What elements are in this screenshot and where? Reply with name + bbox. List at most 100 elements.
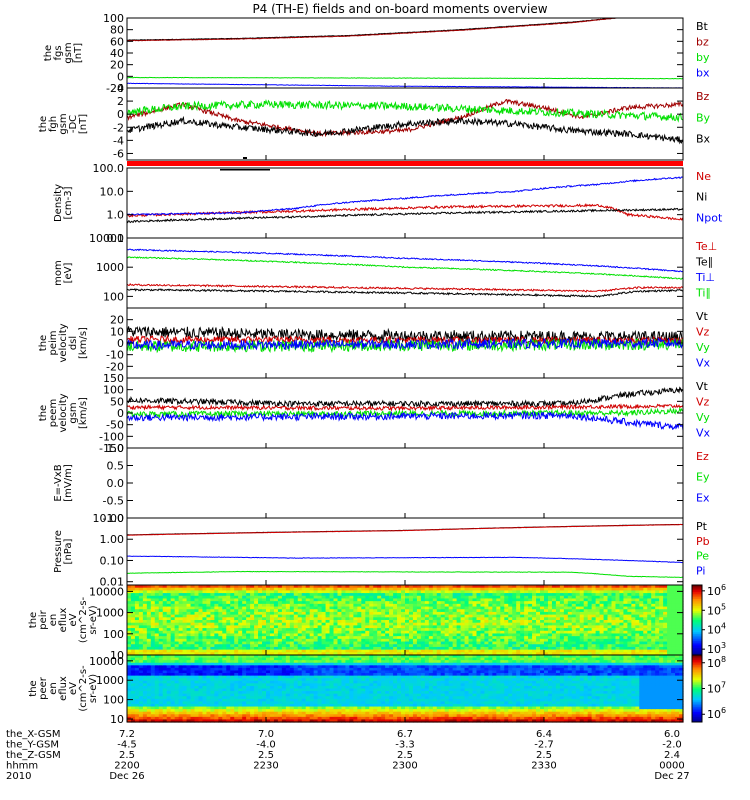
- spectrogram-cell: [452, 617, 458, 621]
- spectrogram-cell: [238, 657, 243, 661]
- spectrogram-cell: [210, 685, 215, 690]
- legend-by: by: [696, 51, 710, 64]
- spectrogram-cell: [615, 622, 621, 626]
- spectrogram-cell: [333, 652, 339, 656]
- y-axis-label: peir: [38, 609, 49, 629]
- spectrogram-cell: [555, 595, 561, 600]
- y-tick-label: 100: [103, 290, 124, 303]
- spectrogram-cell: [500, 598, 505, 602]
- spectrogram-cell: [405, 606, 410, 610]
- spectrogram-cell: [262, 638, 267, 643]
- spectrogram-cell: [222, 685, 227, 690]
- spectrogram-cell: [480, 620, 486, 624]
- spectrogram-cell: [345, 630, 350, 635]
- spectrogram-cell: [285, 620, 291, 624]
- spectrogram-cell: [559, 601, 565, 605]
- spectrogram-cell: [186, 693, 192, 697]
- spectrogram-cell: [587, 587, 593, 591]
- spectrogram-cell: [266, 638, 271, 643]
- spectrogram-cell: [166, 665, 172, 669]
- spectrogram-cell: [512, 595, 517, 600]
- spectrogram-cell: [293, 593, 299, 597]
- spectrogram-cell: [206, 630, 211, 635]
- spectrogram-cell: [230, 714, 235, 718]
- spectrogram-cell: [230, 649, 235, 653]
- spectrogram-cell: [444, 636, 450, 640]
- spectrogram-cell: [619, 593, 625, 597]
- spectrogram-cell: [643, 598, 648, 602]
- spectrogram-cell: [273, 587, 279, 591]
- spectrogram-cell: [524, 601, 529, 605]
- spectrogram-cell: [281, 598, 287, 602]
- spectrogram-cell: [599, 606, 605, 610]
- spectrogram-cell: [202, 655, 208, 659]
- spectrogram-cell: [377, 620, 382, 624]
- spectrogram-cell: [619, 601, 625, 605]
- spectrogram-cell: [178, 680, 184, 684]
- spectrogram-cell: [393, 585, 398, 589]
- spectrogram-cell: [154, 601, 160, 605]
- spectrogram-cell: [524, 587, 529, 591]
- spectrogram-cell: [607, 649, 613, 653]
- spectrogram-cell: [373, 590, 378, 594]
- spectrogram-cell: [369, 620, 374, 624]
- spectrogram-cell: [405, 585, 410, 589]
- spectrogram-cell: [317, 587, 323, 591]
- spectrogram-cell: [468, 614, 474, 618]
- spectrogram-cell: [595, 628, 601, 632]
- spectrogram-cell: [234, 703, 239, 708]
- spectrogram-cell: [202, 609, 208, 613]
- spectrogram-cell: [381, 644, 386, 648]
- spectrogram-cell: [226, 683, 231, 687]
- spectrogram-cell: [595, 646, 601, 651]
- spectrogram-cell: [182, 641, 188, 645]
- spectrogram-cell: [377, 622, 382, 626]
- spectrogram-cell: [309, 646, 315, 651]
- spectrogram-cell: [182, 719, 188, 723]
- spectrogram-cell: [194, 711, 200, 715]
- spectrogram-cell: [206, 698, 211, 702]
- spectrogram-cell: [595, 644, 601, 648]
- spectrogram-cell: [281, 646, 287, 651]
- spectrogram-cell: [297, 641, 303, 645]
- y-tick-label: 1.0: [107, 209, 125, 222]
- spectrogram-cell: [206, 625, 211, 629]
- spectrogram-cell: [341, 611, 347, 616]
- spectrogram-cell: [174, 617, 180, 621]
- spectrogram-cell: [480, 644, 486, 648]
- colorbar-segment: [692, 586, 702, 589]
- spectrogram-cell: [218, 622, 223, 626]
- spectrogram-cell: [575, 611, 581, 616]
- spectrogram-cell: [266, 606, 271, 610]
- spectrogram-cell: [647, 601, 652, 605]
- spectrogram-cell: [202, 617, 208, 621]
- spectrogram-cell: [150, 595, 156, 600]
- spectrogram-cell: [309, 611, 315, 616]
- spectrogram-cell: [277, 633, 283, 637]
- spectrogram-cell: [242, 711, 247, 715]
- spectrogram-cell: [142, 701, 148, 705]
- spectrogram-cell: [170, 714, 176, 718]
- spectrogram-cell: [250, 652, 255, 656]
- spectrogram-cell: [333, 617, 339, 621]
- spectrogram-cell: [591, 603, 597, 608]
- spectrogram-cell: [242, 701, 247, 705]
- spectrogram-cell: [393, 620, 398, 624]
- spectrogram-cell: [250, 662, 255, 666]
- spectrogram-cell: [428, 646, 434, 651]
- spectrogram-cell: [150, 638, 156, 643]
- spectrogram-cell: [154, 630, 160, 635]
- spectrogram-cell: [333, 633, 339, 637]
- spectrogram-cell: [281, 606, 287, 610]
- spectrogram-cell: [254, 587, 259, 591]
- spectrogram-cell: [142, 660, 148, 664]
- spectrogram-cell: [551, 590, 557, 594]
- spectrogram-cell: [544, 617, 549, 621]
- spectrogram-cell: [599, 630, 605, 635]
- spectrogram-cell: [349, 620, 354, 624]
- spectrogram-cell: [182, 614, 188, 618]
- spectrogram-cell: [428, 611, 434, 616]
- spectrogram-cell: [643, 585, 648, 589]
- spectrogram-cell: [436, 585, 442, 589]
- spectrogram-cell: [190, 628, 196, 632]
